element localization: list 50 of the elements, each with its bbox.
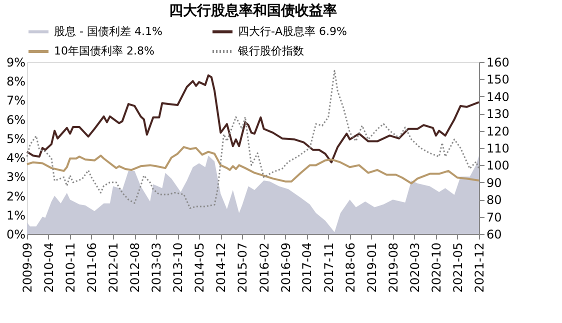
- x-tick-label: 2016-02: [257, 242, 272, 293]
- y-tick-label: 2%: [6, 189, 26, 204]
- x-tick-label: 2016-09: [278, 242, 293, 293]
- y2-tick-label: 70: [486, 210, 502, 224]
- x-tick-label: 2017-11: [322, 242, 336, 293]
- legend-label: 四大行-A股息率 6.9%: [238, 24, 347, 38]
- x-tick-label: 2021-12: [472, 242, 486, 293]
- x-tick-label: 2010-04: [42, 242, 56, 293]
- x-tick-label: 2018-06: [343, 242, 358, 293]
- y-tick-label: 0%: [6, 228, 26, 242]
- y-tick-label: 1%: [6, 208, 26, 222]
- x-tick-label: 2019-08: [386, 242, 400, 293]
- y-tick-label: 9%: [6, 56, 26, 70]
- x-tick-label: 2010-11: [64, 242, 78, 293]
- y2-tick-label: 80: [486, 193, 502, 208]
- y2-tick-label: 140: [486, 90, 510, 104]
- chart-title: 四大行股息率和国债收益率: [169, 2, 337, 19]
- x-tick-label: 2012-01: [106, 242, 121, 293]
- y2-tick-label: 120: [486, 124, 510, 138]
- x-tick-label: 2020-03: [408, 242, 422, 293]
- x-tick-label: 2015-07: [236, 242, 250, 293]
- y-tick-label: 8%: [6, 74, 26, 89]
- y-tick-label: 4%: [6, 151, 26, 166]
- x-tick-label: 2012-08: [128, 242, 142, 293]
- legend-label: 10年国债利率 2.8%: [54, 44, 154, 58]
- y2-tick-label: 90: [486, 176, 502, 190]
- y2-tick-label: 130: [486, 107, 510, 122]
- x-tick-label: 2011-06: [84, 242, 99, 293]
- line-series: [26, 146, 480, 184]
- legend-label: 银行股价指数: [237, 44, 304, 58]
- y-tick-label: 5%: [6, 132, 26, 146]
- x-tick-label: 2014-05: [192, 242, 207, 293]
- line-series: [26, 74, 480, 164]
- legend-label: 股息 - 国债利差 4.1%: [54, 24, 162, 38]
- x-tick-label: 2013-03: [150, 242, 164, 293]
- x-tick-label: 2014-12: [214, 242, 228, 293]
- x-tick-label: 2020-10: [429, 242, 444, 293]
- x-tick-label: 2013-10: [171, 242, 186, 293]
- x-tick-label: 2017-04: [300, 242, 314, 293]
- y2-tick-label: 100: [486, 158, 510, 173]
- y2-tick-label: 160: [486, 56, 510, 70]
- y-tick-label: 6%: [6, 112, 26, 127]
- y2-tick-label: 60: [486, 228, 502, 242]
- y-tick-label: 3%: [6, 170, 26, 184]
- x-tick-label: 2009-09: [20, 242, 34, 293]
- x-tick-label: 2021-05: [450, 242, 465, 293]
- y2-tick-label: 110: [486, 142, 510, 156]
- y2-tick-label: 150: [486, 72, 510, 87]
- x-tick-label: 2019-01: [364, 242, 379, 293]
- y-tick-label: 7%: [6, 94, 26, 108]
